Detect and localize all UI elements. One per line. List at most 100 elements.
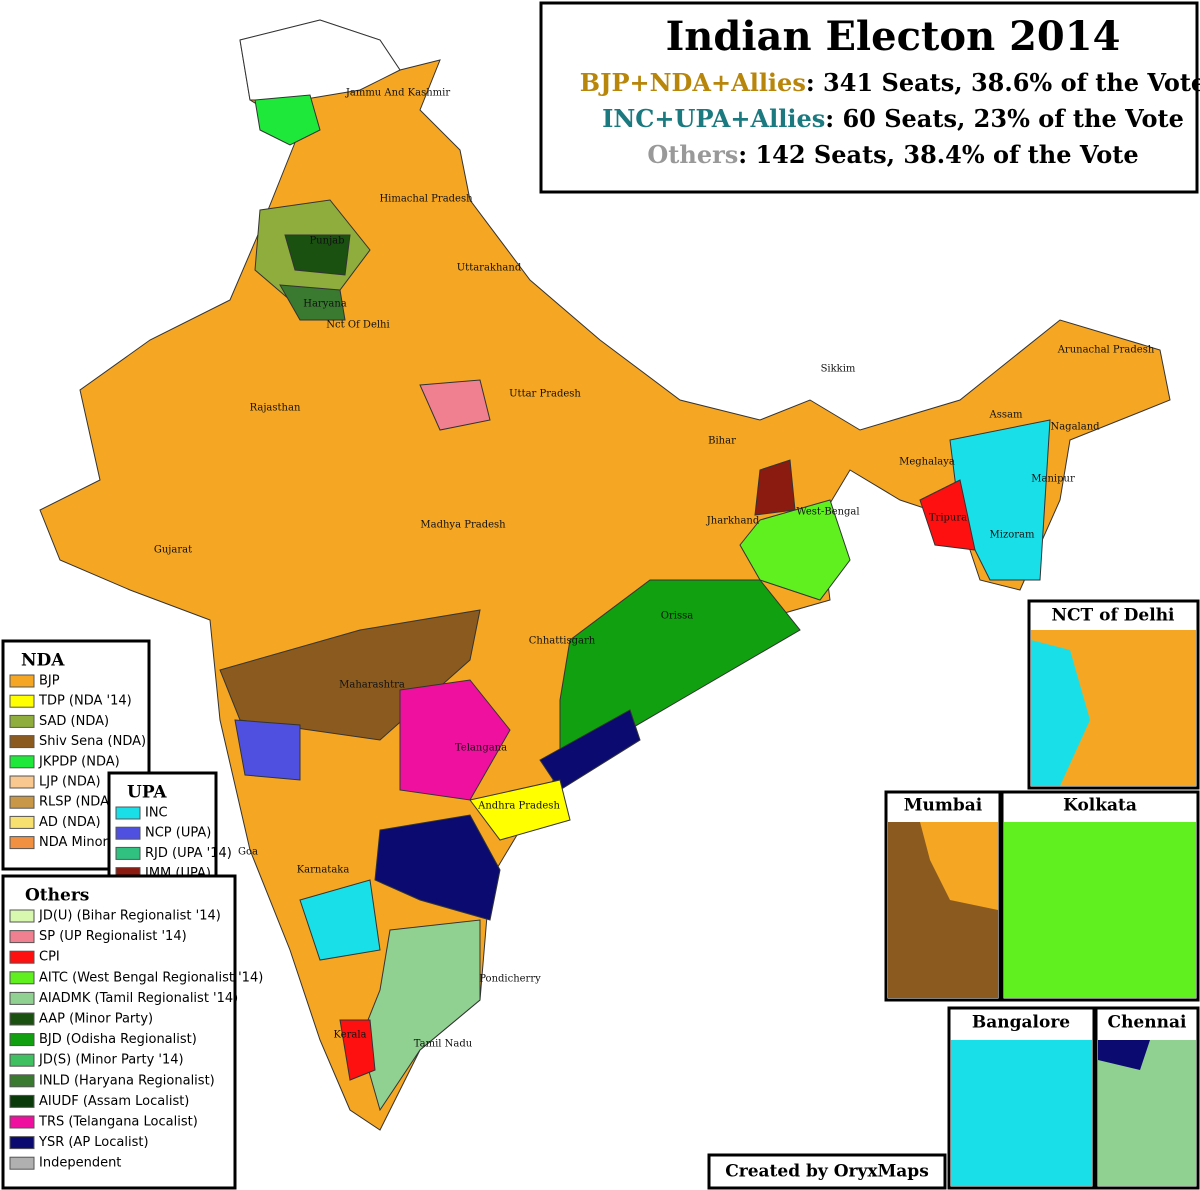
- state-label: Manipur: [1031, 474, 1075, 485]
- region-tn: [359, 919, 481, 1112]
- insets: [884, 599, 1200, 1190]
- legend-label: Independent: [39, 1156, 121, 1171]
- state-label: Sikkim: [821, 364, 856, 375]
- inset-title: Bangalore: [972, 1013, 1070, 1033]
- state-label: Jammu And Kashmir: [345, 88, 450, 99]
- party-name: INC+UPA+Allies: [602, 104, 825, 133]
- region-tripura: [919, 479, 976, 551]
- state-label: Bihar: [708, 436, 736, 447]
- legend-label: INLD (Haryana Regionalist): [39, 1073, 215, 1088]
- header-frame: [539, 1, 1199, 194]
- legend-label: NCP (UPA): [145, 826, 211, 841]
- inset-chennai-ysr: [1098, 1040, 1150, 1070]
- state-label: Assam: [989, 410, 1023, 421]
- legend-swatch: [9, 971, 35, 985]
- legend-label: YSR (AP Localist): [38, 1135, 149, 1150]
- state-label: Karnataka: [297, 865, 350, 876]
- legend-label: AD (NDA): [39, 815, 101, 830]
- legend-swatch: [115, 806, 141, 820]
- legend-swatch: [9, 1115, 35, 1129]
- state-label: Rajasthan: [250, 403, 301, 414]
- legend-swatch: [9, 755, 35, 769]
- region-haryana: [279, 284, 346, 321]
- inset-title: Mumbai: [904, 796, 983, 816]
- state-label: Jharkhand: [706, 516, 760, 527]
- seat-summary: : 142 Seats, 38.4% of the Vote: [738, 140, 1138, 169]
- legend-label: BJD (Odisha Regionalist): [39, 1032, 197, 1047]
- summary-lines: BJP+NDA+Allies: 341 Seats, 38.6% of the …: [580, 68, 1200, 169]
- legend-swatch: [9, 775, 35, 789]
- summary-line: INC+UPA+Allies: 60 Seats, 23% of the Vot…: [602, 104, 1184, 133]
- legend-label: CPI: [39, 950, 60, 965]
- legend-swatch: [115, 846, 141, 860]
- state-label: West-Bengal: [796, 507, 859, 518]
- legend-group-title: NDA: [21, 651, 65, 671]
- legend-label: INC: [145, 806, 168, 821]
- legend-group-title: UPA: [127, 783, 167, 803]
- region-aap: [284, 234, 351, 276]
- legend-frame: [1, 874, 237, 1190]
- state-label: Kerala: [333, 1030, 366, 1041]
- credit: Created by OryxMaps: [725, 1162, 929, 1182]
- state-label: Punjab: [309, 236, 344, 247]
- inset-title: NCT of Delhi: [1051, 606, 1175, 626]
- state-label: Uttarakhand: [457, 263, 522, 274]
- region-jmm: [754, 459, 796, 516]
- legend-group-title: Others: [25, 886, 89, 906]
- state-label: Tripura: [929, 513, 967, 524]
- legend-label: JD(S) (Minor Party '14): [38, 1053, 184, 1068]
- region-kerala-cpi: [339, 1019, 376, 1081]
- header-box: Indian Electon 2014 BJP+NDA+Allies: 341 …: [539, 1, 1200, 194]
- legend-swatch: [9, 1094, 35, 1108]
- legend-swatch: [9, 1156, 35, 1170]
- legend-swatch: [9, 1074, 35, 1088]
- legend-label: TDP (NDA '14): [38, 694, 132, 709]
- legend-swatch: [9, 836, 35, 850]
- legend-label: BJP: [39, 674, 60, 689]
- legend-swatch: [9, 991, 35, 1005]
- state-label: Maharashtra: [339, 680, 405, 691]
- legend-label: RLSP (NDA): [39, 795, 114, 810]
- legend-label: Shiv Sena (NDA): [39, 734, 146, 749]
- legend-swatch: [9, 694, 35, 708]
- state-label: Meghalaya: [899, 457, 955, 468]
- legend-swatch: [9, 1012, 35, 1026]
- region-jk: [254, 94, 321, 146]
- legend-swatch: [9, 815, 35, 829]
- state-label: Nagaland: [1050, 422, 1100, 433]
- state-label: Telangana: [455, 743, 507, 754]
- legend: NDA BJP TDP (NDA '14) SAD (NDA) Shiv Sena (N…: [1, 639, 263, 1190]
- state-label: Madhya Pradesh: [420, 520, 506, 531]
- legend-label: JKPDP (NDA): [38, 754, 120, 769]
- state-label: Haryana: [303, 299, 347, 310]
- state-label: Tamil Nadu: [414, 1039, 473, 1050]
- state-label: Andhra Pradesh: [477, 801, 560, 812]
- title: Indian Electon 2014: [666, 13, 1121, 60]
- legend-swatch: [9, 714, 35, 728]
- state-label: Himachal Pradesh: [379, 194, 473, 205]
- credit-frame: [707, 1153, 947, 1190]
- inset-title: Kolkata: [1063, 796, 1137, 816]
- state-label: Orissa: [661, 611, 693, 622]
- party-name: Others: [647, 140, 738, 169]
- region-ap-ysr: [374, 814, 501, 921]
- summary-line: Others: 142 Seats, 38.4% of the Vote: [647, 140, 1138, 169]
- legend-swatch: [9, 735, 35, 749]
- state-labels: Jammu And Kashmir Himachal Pradesh Punjab H…: [154, 88, 1155, 1050]
- region-trs: [399, 679, 511, 801]
- inset-kolkata-map: [1004, 822, 1196, 998]
- legend-label: SAD (NDA): [39, 714, 109, 729]
- state-label: Nct Of Delhi: [326, 320, 389, 331]
- inset-title: Chennai: [1108, 1013, 1187, 1033]
- legend-label: AIADMK (Tamil Regionalist '14): [39, 991, 238, 1006]
- legend-label: AIUDF (Assam Localist): [39, 1094, 189, 1109]
- legend-swatch: [9, 950, 35, 964]
- legend-label: SP (UP Regionalist '14): [39, 929, 187, 944]
- seat-summary: : 60 Seats, 23% of the Vote: [825, 104, 1184, 133]
- legend-swatch: [9, 674, 35, 688]
- legend-swatch: [9, 1053, 35, 1067]
- region-bengal: [739, 499, 851, 601]
- legend-swatch: [9, 795, 35, 809]
- inset-chennai-map: [1098, 1040, 1196, 1186]
